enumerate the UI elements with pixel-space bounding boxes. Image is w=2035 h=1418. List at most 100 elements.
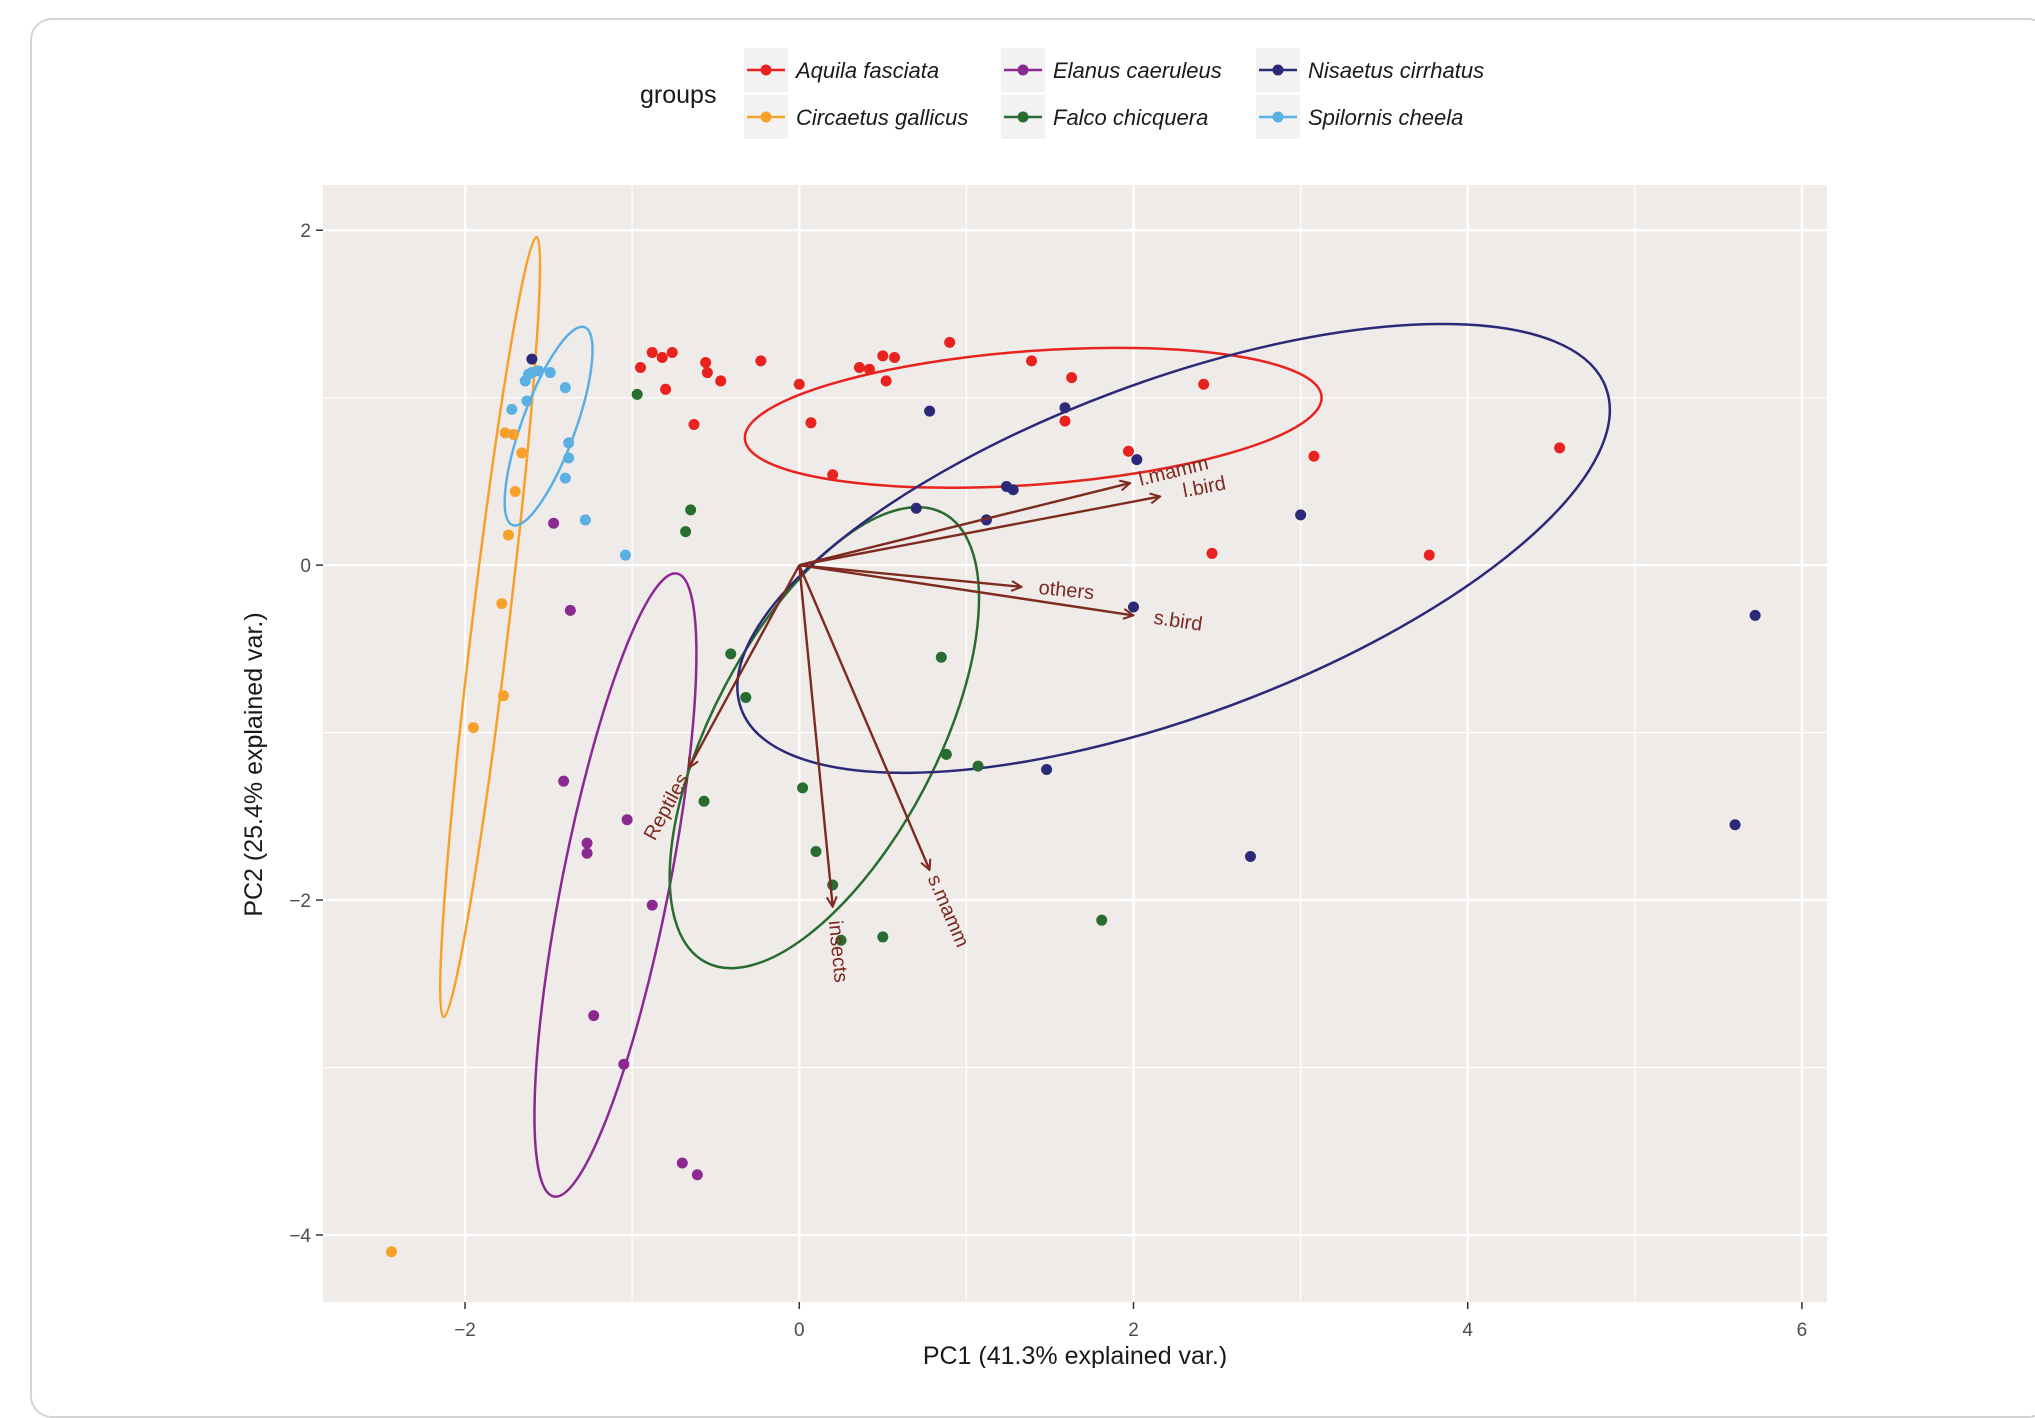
point-circaetus-gallicus (497, 690, 509, 702)
point-falco-chicquera (680, 526, 692, 538)
point-elanus-caeruleus (564, 604, 576, 616)
point-elanus-caeruleus (691, 1169, 703, 1181)
series-nisaetus-cirrhatus (526, 353, 1761, 863)
point-falco-chicquera (740, 691, 752, 703)
point-aquila-fasciata (793, 378, 805, 390)
point-circaetus-gallicus (516, 447, 528, 459)
point-nisaetus-cirrhatus (1041, 763, 1053, 775)
point-nisaetus-cirrhatus (924, 405, 936, 417)
point-aquila-fasciata (646, 346, 658, 358)
legend-key-elanus-caeruleus (1001, 48, 1045, 92)
legend-key-nisaetus-cirrhatus (1256, 48, 1300, 92)
point-aquila-fasciata (666, 346, 678, 358)
point-spilornis-cheela (563, 437, 575, 449)
point-falco-chicquera (797, 782, 809, 794)
series-spilornis-cheela (506, 365, 631, 561)
point-elanus-caeruleus (588, 1010, 600, 1022)
loading-arrow-s-bird (799, 563, 1133, 615)
point-circaetus-gallicus (502, 529, 514, 541)
point-falco-chicquera (940, 748, 952, 760)
point-aquila-fasciata (635, 362, 647, 374)
series-aquila-fasciata (635, 336, 1566, 561)
point-circaetus-gallicus (508, 429, 520, 441)
loading-arrow-reptiles (689, 564, 801, 768)
point-aquila-fasciata (877, 350, 889, 362)
point-elanus-caeruleus (676, 1157, 688, 1169)
x-tick-label: −2 (454, 1320, 476, 1341)
grid-lines (323, 185, 1827, 1302)
point-falco-chicquera (810, 846, 822, 858)
point-aquila-fasciata (944, 336, 956, 348)
point-aquila-fasciata (805, 417, 817, 429)
x-tick-label: 6 (1797, 1320, 1808, 1341)
point-circaetus-gallicus (509, 485, 521, 497)
plot-layer: l.mamml.birdotherss.birdReptilesinsectss… (386, 235, 1761, 1258)
ellipse-aquila-fasciata (743, 346, 1323, 489)
point-falco-chicquera (685, 504, 697, 516)
ellipse-falco-chicquera (668, 505, 981, 970)
point-falco-chicquera (972, 760, 984, 772)
x-axis-label: PC1 (41.3% explained var.) (923, 1342, 1227, 1368)
point-aquila-fasciata (853, 362, 865, 374)
ellipse-nisaetus-cirrhatus (736, 322, 1612, 775)
point-circaetus-gallicus (496, 598, 508, 610)
point-aquila-fasciata (656, 351, 668, 363)
point-falco-chicquera (877, 931, 889, 943)
legend-label-nisaetus-cirrhatus: Nisaetus cirrhatus (1308, 58, 1484, 83)
point-aquila-fasciata (880, 375, 892, 387)
point-aquila-fasciata (863, 363, 875, 375)
legend-key-falco-chicquera (1001, 95, 1045, 139)
point-spilornis-cheela (559, 472, 571, 484)
legend-label-elanus-caeruleus: Elanus caeruleus (1053, 58, 1222, 83)
point-nisaetus-cirrhatus (1295, 509, 1307, 521)
legend-key-point (1272, 111, 1284, 123)
point-falco-chicquera (1096, 914, 1108, 926)
point-aquila-fasciata (1066, 372, 1078, 384)
series-falco-chicquera (631, 388, 1108, 946)
y-axis-label: PC2 (25.4% explained var.) (240, 612, 268, 916)
point-nisaetus-cirrhatus (1007, 484, 1019, 496)
point-aquila-fasciata (1206, 547, 1218, 559)
loading-vectors: l.mamml.birdotherss.birdReptilesinsectss… (640, 452, 1228, 983)
legend-key-point (1017, 111, 1029, 123)
point-spilornis-cheela (579, 514, 591, 526)
legend-key-circaetus-gallicus (744, 95, 788, 139)
pca-biplot: −2 0 2 4 6 2 0 −2 −4 PC1 (41.3% explained var.) PC… (240, 48, 1827, 1368)
point-spilornis-cheela (506, 403, 518, 415)
series-circaetus-gallicus (386, 427, 528, 1258)
point-aquila-fasciata (889, 351, 901, 363)
legend-key-spilornis-cheela (1256, 95, 1300, 139)
loading-arrow-insects (798, 565, 832, 907)
legend-label-circaetus-gallicus: Circaetus gallicus (796, 105, 968, 130)
plot-panel (323, 185, 1827, 1302)
point-aquila-fasciata (715, 375, 727, 387)
point-nisaetus-cirrhatus (526, 353, 538, 365)
x-tick-label: 0 (794, 1320, 805, 1341)
point-nisaetus-cirrhatus (1729, 819, 1741, 831)
point-aquila-fasciata (688, 418, 700, 430)
x-tick-label: 2 (1128, 1320, 1139, 1341)
legend-key-point (760, 111, 772, 123)
y-tick-label: −4 (289, 1226, 311, 1247)
loading-arrow-l-bird (799, 496, 1160, 567)
point-falco-chicquera (698, 795, 710, 807)
point-elanus-caeruleus (558, 775, 570, 787)
point-aquila-fasciata (700, 357, 712, 369)
point-spilornis-cheela (563, 452, 575, 464)
point-aquila-fasciata (1059, 415, 1071, 427)
point-aquila-fasciata (660, 383, 672, 395)
point-spilornis-cheela (533, 365, 545, 377)
series-elanus-caeruleus (548, 517, 703, 1181)
point-aquila-fasciata (701, 367, 713, 379)
legend-key-point (760, 64, 772, 76)
point-aquila-fasciata (1554, 442, 1566, 454)
point-aquila-fasciata (1423, 549, 1435, 561)
ellipse-spilornis-cheela (503, 325, 594, 527)
point-nisaetus-cirrhatus (1749, 609, 1761, 621)
point-circaetus-gallicus (499, 427, 511, 439)
legend-label-aquila-fasciata: Aquila fasciata (794, 58, 939, 83)
point-circaetus-gallicus (386, 1246, 398, 1258)
loading-arrow-others (799, 563, 1021, 587)
point-falco-chicquera (835, 934, 847, 946)
point-aquila-fasciata (1308, 450, 1320, 462)
